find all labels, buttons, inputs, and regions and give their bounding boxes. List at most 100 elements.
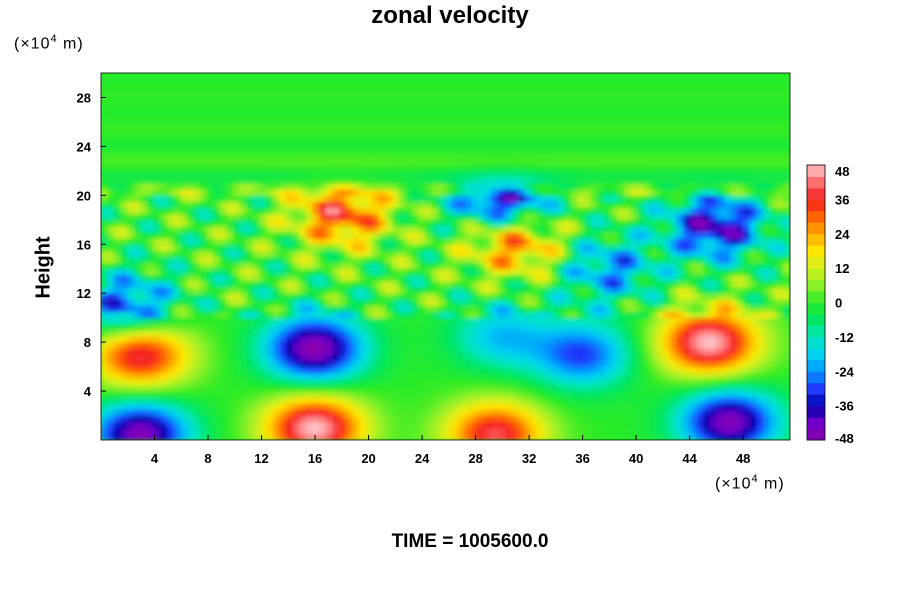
- heatmap-cell: [570, 286, 579, 294]
- heatmap-cell: [411, 188, 420, 196]
- heatmap-cell: [392, 78, 400, 86]
- heatmap-cell: [101, 317, 109, 325]
- heatmap-cell: [438, 298, 446, 306]
- heatmap-cell: [166, 274, 175, 282]
- heatmap-cell: [193, 158, 201, 166]
- heatmap-cell: [411, 372, 420, 380]
- heatmap-cell: [425, 421, 433, 429]
- heatmap-cell: [458, 359, 466, 368]
- heatmap-cell: [564, 341, 572, 349]
- heatmap-cell: [385, 170, 393, 178]
- heatmap-cell: [411, 231, 420, 239]
- plot-area: [101, 73, 790, 440]
- heatmap-cell: [498, 115, 506, 123]
- heatmap-cell: [405, 249, 413, 257]
- heatmap-cell: [385, 329, 393, 337]
- heatmap-cell: [339, 415, 347, 423]
- heatmap-cell: [451, 207, 460, 215]
- heatmap-cell: [484, 78, 493, 86]
- heatmap-cell: [372, 96, 380, 105]
- heatmap-cell: [491, 219, 499, 227]
- heatmap-cell: [305, 133, 314, 141]
- heatmap-cell: [637, 121, 645, 129]
- heatmap-cell: [637, 243, 645, 251]
- heatmap-cell: [617, 298, 625, 306]
- heatmap-cell: [180, 231, 188, 239]
- heatmap-cell: [517, 219, 526, 227]
- heatmap-cell: [332, 323, 340, 331]
- heatmap-cell: [604, 115, 612, 123]
- heatmap-cell: [286, 78, 294, 86]
- heatmap-cell: [425, 200, 433, 209]
- heatmap-cell: [259, 256, 268, 264]
- heatmap-cell: [127, 323, 135, 331]
- heatmap-cell: [252, 390, 261, 398]
- heatmap-cell: [431, 231, 440, 239]
- heatmap-cell: [517, 182, 526, 190]
- heatmap-cell: [140, 353, 148, 361]
- heatmap-cell: [358, 329, 367, 337]
- heatmap-cell: [193, 372, 201, 380]
- heatmap-cell: [233, 188, 241, 196]
- heatmap-cell: [372, 396, 380, 404]
- heatmap-cell: [107, 268, 115, 276]
- heatmap-cell: [252, 384, 261, 392]
- heatmap-cell: [643, 280, 652, 288]
- heatmap-cell: [623, 243, 632, 251]
- heatmap-cell: [325, 268, 334, 276]
- heatmap-cell: [405, 243, 413, 251]
- heatmap-cell: [332, 329, 340, 337]
- heatmap-cell: [332, 268, 340, 276]
- heatmap-cell: [445, 90, 453, 98]
- heatmap-cell: [537, 90, 546, 98]
- heatmap-cell: [107, 237, 115, 245]
- heatmap-cell: [345, 182, 354, 190]
- heatmap-cell: [623, 127, 632, 135]
- heatmap-cell: [491, 164, 499, 172]
- heatmap-cell: [193, 415, 201, 423]
- heatmap-cell: [643, 304, 652, 313]
- heatmap-cell: [206, 329, 215, 337]
- heatmap-cell: [345, 109, 354, 117]
- heatmap-cell: [226, 219, 234, 227]
- heatmap-cell: [590, 341, 599, 349]
- heatmap-cell: [358, 182, 367, 190]
- heatmap-cell: [339, 109, 347, 117]
- heatmap-cell: [392, 298, 400, 306]
- heatmap-cell: [557, 237, 566, 245]
- heatmap-cell: [107, 274, 115, 282]
- heatmap-cell: [643, 176, 652, 184]
- heatmap-cell: [352, 96, 360, 105]
- heatmap-cell: [206, 231, 215, 239]
- heatmap-cell: [597, 402, 605, 410]
- heatmap-cell: [305, 433, 314, 440]
- heatmap-cell: [604, 109, 612, 117]
- heatmap-cell: [305, 280, 314, 288]
- heatmap-cell: [345, 84, 354, 92]
- heatmap-cell: [166, 225, 175, 233]
- heatmap-cell: [312, 103, 321, 111]
- heatmap-cell: [140, 194, 148, 202]
- heatmap-cell: [246, 96, 254, 105]
- heatmap-cell: [471, 103, 480, 111]
- heatmap-cell: [378, 121, 387, 129]
- heatmap-cell: [292, 372, 301, 380]
- heatmap-cell: [107, 213, 115, 221]
- heatmap-cell: [451, 298, 460, 306]
- heatmap-cell: [372, 359, 380, 368]
- heatmap-cell: [392, 207, 400, 215]
- heatmap-cell: [491, 96, 499, 105]
- heatmap-cell: [252, 170, 261, 178]
- heatmap-cell: [358, 280, 367, 288]
- heatmap-cell: [319, 384, 327, 392]
- heatmap-cell: [213, 317, 221, 325]
- heatmap-cell: [312, 378, 321, 386]
- heatmap-cell: [272, 317, 281, 325]
- heatmap-cell: [411, 158, 420, 166]
- heatmap-cell: [319, 396, 327, 404]
- heatmap-cell: [438, 243, 446, 251]
- heatmap-cell: [299, 103, 307, 111]
- heatmap-cell: [557, 311, 566, 319]
- heatmap-cell: [564, 262, 572, 270]
- heatmap-cell: [570, 103, 579, 111]
